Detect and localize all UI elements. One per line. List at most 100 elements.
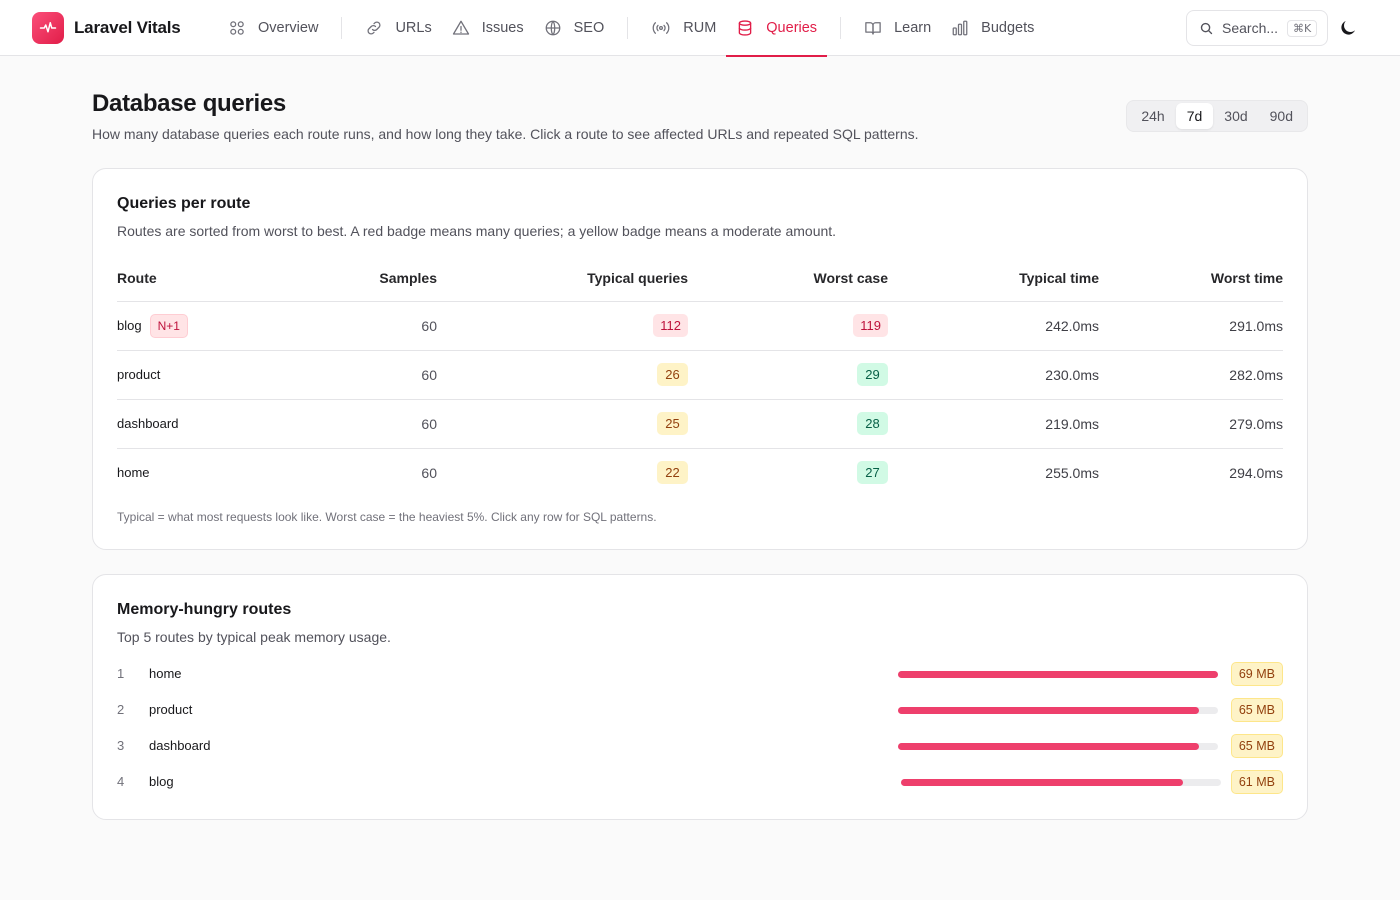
list-item[interactable]: 1 home 69 MB <box>117 657 1283 693</box>
pulse-icon <box>32 12 64 44</box>
worst-case-cell: 27 <box>688 448 888 497</box>
table-row[interactable]: blog N+1 60 112 119 242.0ms 291.0ms <box>117 301 1283 351</box>
main-nav: Overview URLs Issues SEO RUM Queries Lea… <box>218 0 1044 57</box>
nav-label-issues: Issues <box>481 20 524 36</box>
rank-number: 3 <box>117 738 125 753</box>
range-option-90d[interactable]: 90d <box>1269 108 1293 124</box>
typical-time-cell: 242.0ms <box>888 301 1099 351</box>
typical-time-cell: 230.0ms <box>888 350 1099 400</box>
table-row[interactable]: dashboard 60 25 28 219.0ms 279.0ms <box>117 399 1283 449</box>
memory-hungry-routes-card: Memory-hungry routes Top 5 routes by typ… <box>92 574 1308 820</box>
database-icon <box>738 20 752 36</box>
samples-cell: 60 <box>307 350 437 400</box>
memory-value-badge: 61 MB <box>1230 770 1283 794</box>
worst-case-badge: 27 <box>857 461 888 485</box>
nav-divider <box>341 17 343 39</box>
nav-label-urls: URLs <box>395 20 432 36</box>
typical-queries-badge: 26 <box>657 363 688 386</box>
memory-bar <box>898 743 1218 750</box>
samples-cell: 60 <box>307 301 437 351</box>
worst-case-cell: 28 <box>688 399 888 449</box>
dark-mode-toggle[interactable] <box>1338 18 1358 38</box>
worst-case-cell: 119 <box>688 301 888 351</box>
table-footnote: Typical = what most requests look like. … <box>117 510 657 524</box>
search-placeholder: Search... <box>1222 20 1279 36</box>
nav-label-learn: Learn <box>894 20 932 36</box>
worst-case-badge: 119 <box>853 314 888 337</box>
list-item[interactable]: 4 blog 61 MB <box>117 765 1283 801</box>
memory-bar <box>898 707 1218 714</box>
queries-table: Route Samples Typical queries Worst case… <box>117 255 1283 497</box>
typical-queries-badge: 25 <box>657 412 688 435</box>
typical-queries-cell: 22 <box>437 448 688 497</box>
card-subtitle: Top 5 routes by typical peak memory usag… <box>117 629 391 645</box>
card-subtitle: Routes are sorted from worst to best. A … <box>117 223 837 239</box>
typical-queries-cell: 26 <box>437 350 688 400</box>
range-option-7d[interactable]: 7d <box>1175 103 1214 129</box>
search-icon <box>1200 22 1213 34</box>
route-name: home <box>149 666 182 681</box>
book-icon <box>865 22 881 35</box>
worst-time-cell: 291.0ms <box>1099 301 1283 351</box>
route-name: home <box>117 465 150 481</box>
table-row[interactable]: product 60 26 29 230.0ms 282.0ms <box>117 350 1283 400</box>
route-cell: dashboard <box>117 399 307 449</box>
nav-divider <box>627 17 629 39</box>
route-cell: blog N+1 <box>117 301 307 351</box>
app-name: Laravel Vitals <box>74 18 181 37</box>
memory-bar-fill <box>898 671 1218 678</box>
nav-item-learn[interactable]: Learn <box>854 0 941 56</box>
memory-bar <box>901 779 1221 786</box>
route-name: product <box>117 367 161 382</box>
list-item[interactable]: 3 dashboard 65 MB <box>117 729 1283 765</box>
route-name: blog <box>149 774 174 789</box>
column-header-worst-time[interactable]: Worst time <box>1099 255 1283 302</box>
route-name: dashboard <box>117 416 179 431</box>
nav-label-budgets: Budgets <box>981 20 1035 36</box>
page-description: How many database queries each route run… <box>92 126 919 142</box>
card-title: Queries per route <box>117 195 251 212</box>
nav-item-overview[interactable]: Overview <box>218 0 328 56</box>
time-range-selector: 24h 7d 30d 90d <box>1126 100 1308 132</box>
globe-icon <box>545 20 561 36</box>
brand-link[interactable]: Laravel Vitals <box>32 12 181 44</box>
typical-queries-badge: 112 <box>653 314 688 337</box>
nav-item-queries[interactable]: Queries <box>726 0 827 57</box>
nav-item-rum[interactable]: RUM <box>641 0 726 56</box>
typical-time-cell: 219.0ms <box>888 399 1099 449</box>
range-option-30d[interactable]: 30d <box>1224 108 1248 124</box>
nav-label-rum: RUM <box>683 20 717 36</box>
worst-case-badge: 29 <box>857 363 888 386</box>
route-name: dashboard <box>149 738 211 753</box>
memory-bar-fill <box>901 779 1183 786</box>
n-plus-one-badge: N+1 <box>149 313 188 338</box>
queries-per-route-card: Queries per route Routes are sorted from… <box>92 168 1308 550</box>
list-item[interactable]: 2 product 65 MB <box>117 693 1283 729</box>
range-option-24h[interactable]: 24h <box>1141 108 1165 124</box>
memory-value-badge: 65 MB <box>1230 734 1283 758</box>
grid-icon <box>230 21 244 35</box>
rank-number: 1 <box>117 666 125 681</box>
nav-item-seo[interactable]: SEO <box>534 0 615 56</box>
typical-queries-cell: 25 <box>437 399 688 449</box>
column-header-typical-queries[interactable]: Typical queries <box>437 255 688 302</box>
memory-value-badge: 65 MB <box>1230 698 1283 722</box>
worst-time-cell: 294.0ms <box>1229 464 1283 481</box>
samples-cell: 60 <box>421 464 437 481</box>
top-navigation-bar: Laravel Vitals Overview URLs Issues SEO … <box>0 0 1400 57</box>
nav-item-urls[interactable]: URLs <box>355 0 441 56</box>
memory-route-list: 1 home 69 MB 2 product 65 MB 3 dashboard… <box>117 657 1283 801</box>
nav-item-budgets[interactable]: Budgets <box>941 0 1044 56</box>
broadcast-icon <box>652 22 670 34</box>
column-header-samples[interactable]: Samples <box>307 255 437 302</box>
nav-item-issues[interactable]: Issues <box>442 0 534 56</box>
search-input[interactable]: Search... ⌘K <box>1186 10 1328 46</box>
nav-divider <box>840 17 842 39</box>
search-shortcut-badge: ⌘K <box>1287 19 1318 37</box>
column-header-typical-time[interactable]: Typical time <box>888 255 1099 302</box>
bar-chart-icon <box>952 20 968 36</box>
column-header-worst-case[interactable]: Worst case <box>688 255 888 302</box>
table-row[interactable]: home 60 22 27 255.0ms 294.0ms <box>117 448 1283 497</box>
worst-case-badge: 28 <box>857 412 888 435</box>
column-header-route[interactable]: Route <box>117 255 307 302</box>
